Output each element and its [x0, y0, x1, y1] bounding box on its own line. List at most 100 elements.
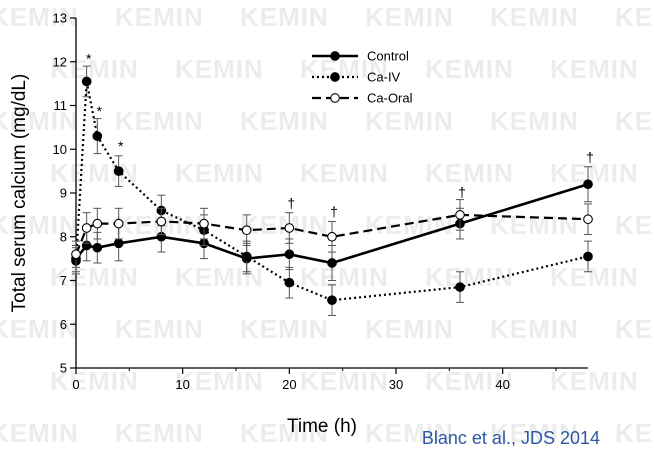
watermark-text: KEMIN [300, 366, 389, 396]
watermark-text: KEMIN [490, 106, 579, 136]
y-tick-label: 7 [60, 273, 67, 288]
plot-area: 5 6 7 8 9 10 11 12 13 0 10 20 30 40 * * * † † † † Control Ca-I… [53, 11, 594, 393]
legend-marker-ca-oral [330, 93, 340, 103]
data-point [113, 238, 124, 249]
legend-label-ca-iv: Ca-IV [367, 70, 401, 85]
data-point [156, 216, 167, 227]
watermark-text: KEMIN [240, 314, 329, 344]
data-point [81, 76, 92, 87]
watermark-text: KEMIN [550, 366, 639, 396]
watermark-layer: KEMIN KEMIN KEMIN KEMIN KEMIN KEMIN KEMIN KEMIN… [0, 2, 654, 448]
x-tick-label: 10 [175, 377, 189, 392]
legend: Control Ca-IV Ca-Oral [312, 49, 413, 106]
data-point [583, 251, 593, 262]
watermark-text: KEMIN [615, 2, 654, 32]
watermark-text: KEMIN [0, 314, 79, 344]
watermark-text: KEMIN [240, 418, 329, 448]
watermark-text: KEMIN [50, 54, 139, 84]
watermark-text: KEMIN [0, 418, 79, 448]
significance-marker: * [97, 103, 103, 119]
significance-marker: † [586, 149, 594, 165]
y-tick-label: 9 [60, 186, 67, 201]
y-tick-label: 8 [60, 229, 67, 244]
watermark-text: KEMIN [490, 418, 579, 448]
data-point [583, 214, 593, 225]
watermark-text: KEMIN [115, 418, 204, 448]
data-point [92, 242, 103, 253]
watermark-text: KEMIN [0, 2, 79, 32]
watermark-text: KEMIN [0, 210, 79, 240]
watermark-text: KEMIN [550, 54, 639, 84]
watermark-text: KEMIN [490, 2, 579, 32]
watermark-text: KEMIN [300, 158, 389, 188]
x-tick-label: 30 [389, 377, 403, 392]
y-axis-title: Total serum calcium (mg/dL) [9, 74, 30, 313]
y-tick-label: 12 [53, 54, 67, 69]
watermark-text: KEMIN [175, 366, 264, 396]
data-point [583, 179, 593, 190]
watermark-text: KEMIN [550, 262, 639, 292]
citation-text: Blanc et al., JDS 2014 [422, 428, 600, 448]
x-tick-label: 40 [495, 377, 509, 392]
x-tick-label: 0 [72, 377, 79, 392]
watermark-text: KEMIN [615, 314, 654, 344]
x-tick-label: 20 [282, 377, 296, 392]
data-point [284, 223, 295, 233]
watermark-text: KEMIN [115, 314, 204, 344]
watermark-text: KEMIN [425, 262, 514, 292]
data-point [241, 251, 252, 262]
watermark-text: KEMIN [300, 54, 389, 84]
y-tick-label: 11 [54, 98, 68, 113]
significance-marker: † [287, 195, 295, 211]
data-point [81, 223, 92, 233]
data-point [71, 249, 81, 260]
data-point [284, 249, 295, 260]
watermark-text: KEMIN [365, 106, 454, 136]
watermark-text: KEMIN [615, 210, 654, 240]
watermark-text: KEMIN [240, 210, 329, 240]
data-point [92, 131, 103, 141]
data-point [92, 218, 103, 229]
data-point [455, 210, 465, 220]
data-point [113, 166, 124, 176]
watermark-text: KEMIN [615, 418, 654, 448]
watermark-text: KEMIN [115, 106, 204, 136]
data-point [327, 231, 337, 242]
y-tick-label: 10 [53, 142, 67, 157]
watermark-text: KEMIN [365, 418, 454, 448]
data-point [284, 277, 295, 288]
watermark-text: KEMIN [50, 262, 139, 292]
legend-marker-control [330, 51, 340, 61]
x-axis-title: Time (h) [287, 416, 357, 437]
significance-marker: † [458, 184, 466, 200]
watermark-text: KEMIN [175, 54, 264, 84]
watermark-text: KEMIN [0, 106, 79, 136]
watermark-text: KEMIN [490, 314, 579, 344]
legend-label-ca-oral: Ca-Oral [367, 91, 413, 106]
watermark-text: KEMIN [365, 210, 454, 240]
data-point [327, 258, 337, 268]
data-point [241, 225, 252, 236]
watermark-text: KEMIN [50, 366, 139, 396]
watermark-text: KEMIN [300, 262, 389, 292]
data-point [455, 282, 465, 292]
watermark-text: KEMIN [175, 262, 264, 292]
watermark-text: KEMIN [490, 210, 579, 240]
data-point [199, 218, 209, 229]
significance-marker: * [86, 51, 92, 67]
watermark-text: KEMIN [615, 106, 654, 136]
significance-marker: * [118, 138, 124, 154]
watermark-text: KEMIN [365, 2, 454, 32]
watermark-text: KEMIN [50, 158, 139, 188]
watermark-text: KEMIN [425, 54, 514, 84]
data-point [113, 218, 124, 229]
data-point [327, 295, 337, 306]
series-ca-oral [71, 199, 593, 268]
significance-marker: † [330, 204, 338, 220]
y-tick-label: 6 [60, 317, 67, 332]
legend-label-control: Control [367, 49, 409, 64]
watermark-text: KEMIN [550, 158, 639, 188]
y-tick-label: 13 [53, 11, 67, 26]
legend-marker-ca-iv [330, 72, 340, 82]
